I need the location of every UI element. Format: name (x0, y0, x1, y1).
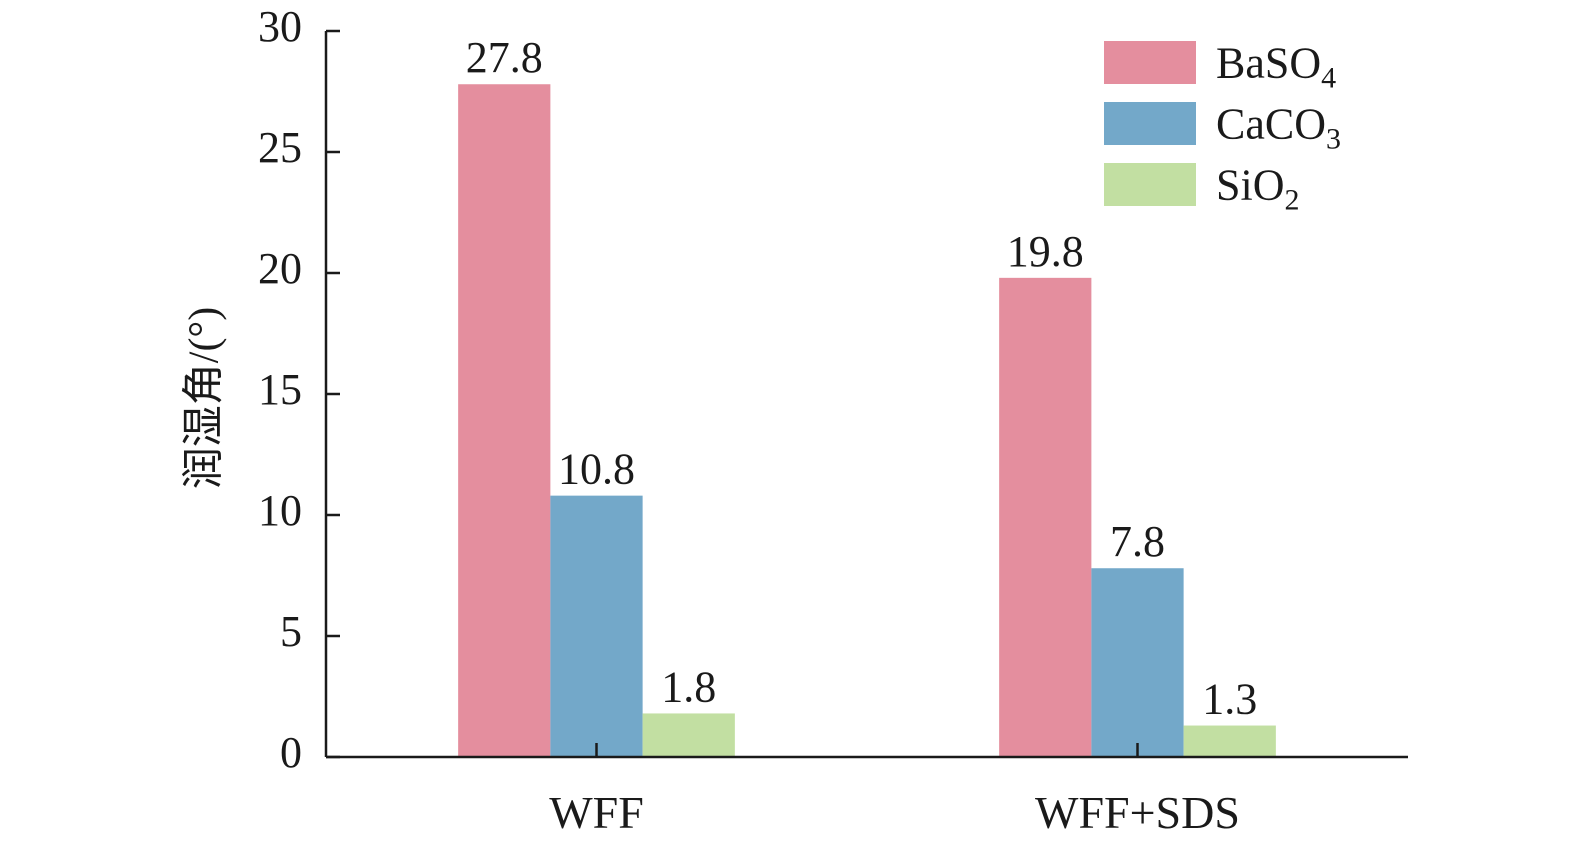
legend-swatch (1104, 163, 1196, 206)
bar (1183, 725, 1276, 757)
bar-value-label: 10.8 (558, 445, 635, 494)
y-tick-label: 15 (258, 365, 302, 414)
bar-value-label: 27.8 (466, 33, 543, 82)
bar-value-label: 1.8 (661, 662, 716, 711)
legend-label-subscript: 3 (1326, 123, 1341, 156)
legend-label: BaSO4 (1216, 39, 1336, 95)
y-tick-label: 20 (258, 244, 302, 293)
bar-value-label: 7.8 (1110, 517, 1165, 566)
bar (550, 495, 643, 757)
legend-label: SiO2 (1216, 161, 1299, 217)
legend-swatch (1104, 102, 1196, 145)
x-tick-label: WFF (549, 787, 644, 838)
bar (642, 713, 735, 757)
y-tick-label: 0 (280, 728, 302, 777)
bar (1091, 568, 1184, 757)
legend-label-subscript: 2 (1284, 184, 1299, 217)
bar (458, 84, 551, 758)
y-axis-label: 润湿角/(°) (182, 307, 228, 489)
y-tick-label: 30 (258, 2, 302, 51)
legend-label: CaCO3 (1216, 100, 1341, 156)
legend-swatch (1104, 41, 1196, 84)
y-tick-label: 5 (280, 607, 302, 656)
y-tick-label: 10 (258, 486, 302, 535)
y-tick-label: 25 (258, 123, 302, 172)
bar-value-label: 19.8 (1007, 227, 1084, 276)
axes-group: 0 5 10 15 20 25 30 WFF WFF+SDS (258, 2, 1408, 838)
bars-group: 27.8 10.8 1.8 19.8 7.8 1.3 (458, 33, 1276, 758)
bar-value-label: 1.3 (1202, 675, 1257, 724)
x-tick-label: WFF+SDS (1035, 787, 1240, 838)
legend-label-subscript: 4 (1321, 62, 1336, 95)
bar (999, 277, 1092, 757)
